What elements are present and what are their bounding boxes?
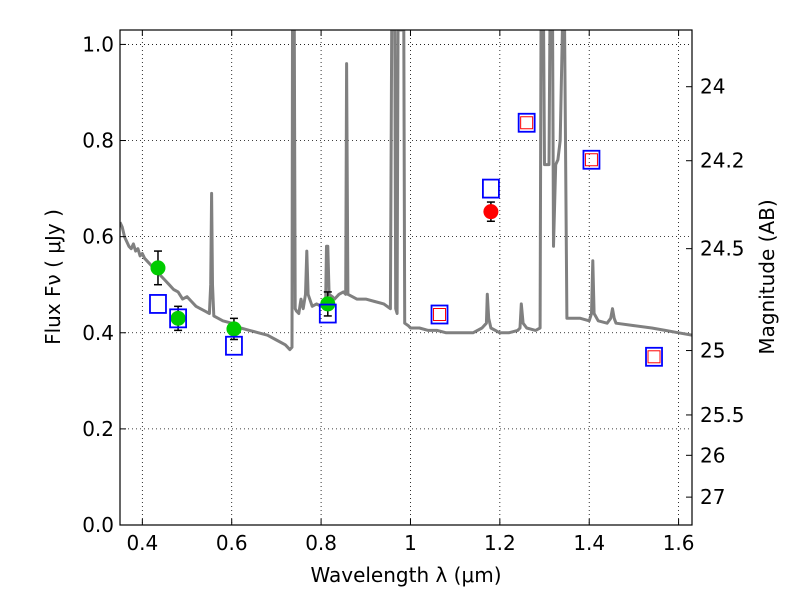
y-axis-label: Flux Fν ( μJy )	[41, 209, 65, 345]
data-point	[483, 204, 499, 220]
model-square-marker	[582, 149, 601, 170]
right-axis-label: Magnitude (AB)	[755, 199, 779, 354]
x-tick-label: 1	[404, 531, 417, 555]
x-tick-label: 1.4	[573, 531, 605, 555]
model-square-marker	[169, 308, 187, 329]
right-tick-label: 24	[700, 75, 725, 99]
upper-limit-marker	[647, 350, 661, 364]
x-axis-label: Wavelength λ (μm)	[310, 563, 501, 587]
model-square-marker	[430, 304, 449, 325]
y-tick-label: 0.6	[82, 225, 114, 249]
model-square-marker	[225, 335, 243, 356]
model-square-marker	[482, 178, 500, 199]
x-tick-label: 1.6	[663, 531, 695, 555]
plot-frame	[119, 29, 693, 526]
right-tick-label: 26	[700, 443, 725, 467]
data-point	[170, 310, 186, 326]
right-tick-label: 25.5	[700, 403, 745, 427]
upper-limit-marker	[520, 116, 534, 130]
upper-limit-marker	[584, 153, 598, 167]
plot-area	[120, 30, 692, 367]
model-square-marker	[149, 294, 167, 314]
right-tick-label: 24.5	[700, 237, 745, 261]
data-point	[226, 321, 242, 337]
y-tick-label: 0.0	[82, 513, 114, 537]
right-tick-label: 24.2	[700, 149, 745, 173]
upper-limit-marker	[433, 308, 447, 322]
x-tick-label: 1.2	[484, 531, 516, 555]
model-square-marker	[645, 346, 663, 367]
y-tick-label: 0.8	[82, 129, 114, 153]
y-tick-label: 0.2	[82, 417, 114, 441]
right-tick-label: 25	[700, 339, 725, 363]
data-point	[150, 260, 166, 276]
model-square-marker	[517, 112, 536, 133]
grid	[120, 30, 692, 525]
y-tick-label: 0.4	[82, 321, 114, 345]
y-tick-label: 1.0	[82, 32, 114, 56]
right-tick-label: 27	[700, 485, 725, 509]
spectrum-line	[120, 30, 692, 352]
ticks: 0.4 0.6 0.8 1 1.2 1.4 1.6 0.0 0.2 0.4 0.6 0.8 1.0 24 2…	[82, 30, 745, 555]
x-tick-label: 0.8	[305, 531, 337, 555]
model-square-marker	[318, 303, 337, 324]
x-tick-label: 0.6	[216, 531, 248, 555]
x-tick-label: 0.4	[126, 531, 158, 555]
